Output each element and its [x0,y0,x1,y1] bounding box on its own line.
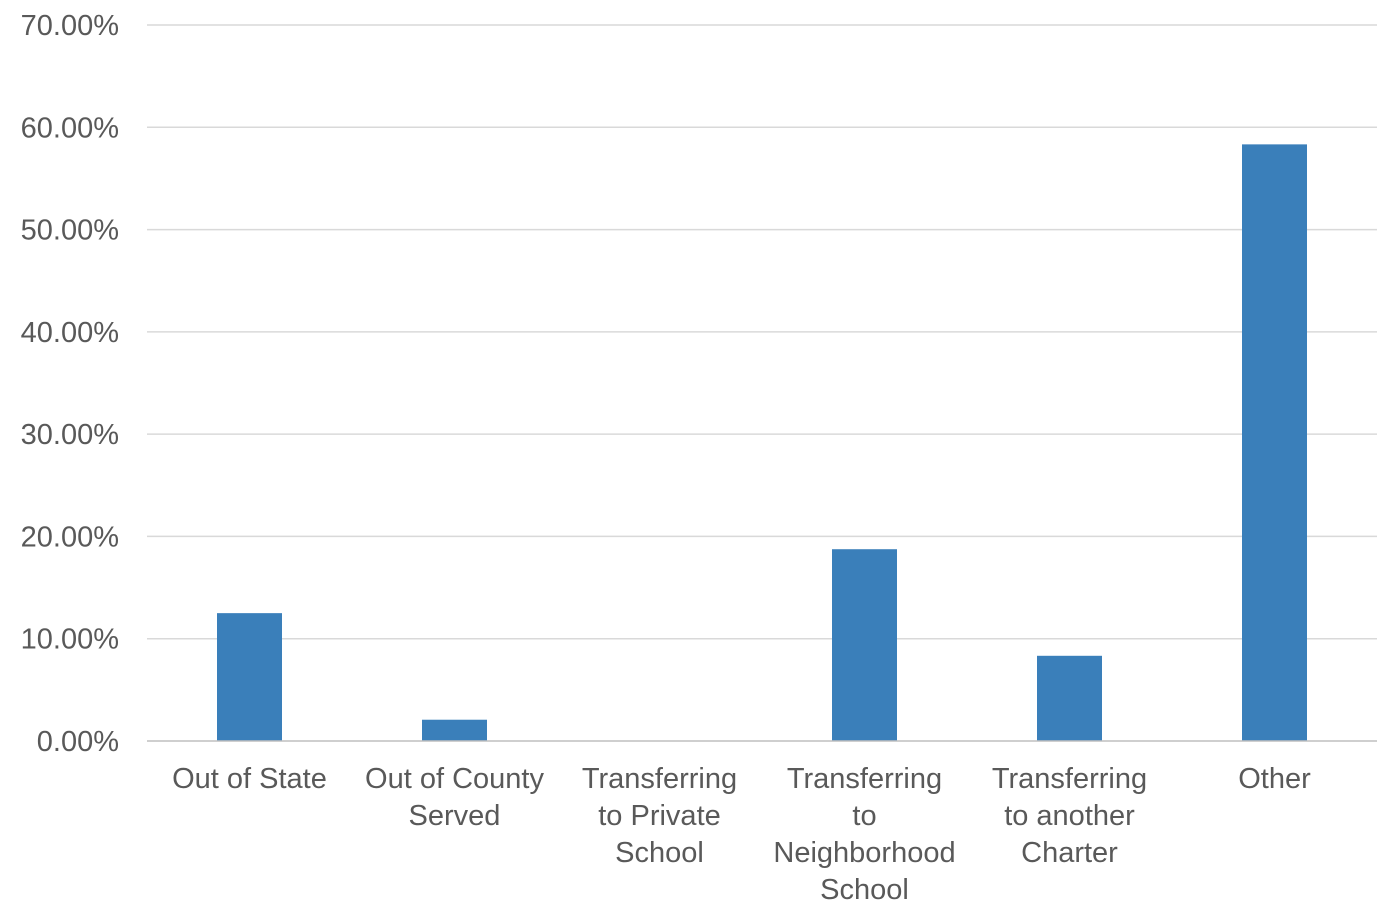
bar [832,549,897,741]
x-axis-category-labels: Out of State Out of County Served Transferr… [172,763,1311,902]
x-category-label-line: School [615,837,704,869]
x-category-label-line: Transferring [992,763,1147,795]
y-axis-tick-labels: 0.00% 10.00% 20.00% 30.00% 40.00% 50.00% 60.00… [21,10,119,758]
x-category-label-line: to another [1004,800,1135,832]
x-category-label: Out of State [172,763,327,795]
bars [217,144,1307,741]
x-category-label-line: School [820,874,909,902]
bar [422,719,487,741]
gridlines [147,24,1377,640]
x-category-label-line: to [852,800,876,832]
x-category-label-line: Served [409,800,501,832]
x-category-label-line: Other [1238,763,1311,795]
x-category-label-line: Neighborhood [773,837,955,869]
x-category-label: Transferring to Neighborhood School [773,763,955,902]
bar [1242,144,1307,741]
y-tick-label: 40.00% [21,317,119,349]
x-category-label: Out of County Served [365,763,544,832]
bar [217,613,282,741]
x-category-label-line: to Private [598,800,721,832]
x-category-label: Other [1238,763,1311,795]
x-category-label-line: Transferring [787,763,942,795]
bar [1037,655,1102,741]
y-tick-label: 60.00% [21,112,119,144]
y-tick-label: 10.00% [21,624,119,656]
x-category-label: Transferring to Private School [582,763,737,869]
y-tick-label: 20.00% [21,521,119,553]
y-tick-label: 30.00% [21,419,119,451]
x-category-label-line: Transferring [582,763,737,795]
x-category-label-line: Charter [1021,837,1118,869]
y-tick-label: 0.00% [37,726,119,758]
y-tick-label: 70.00% [21,10,119,42]
y-tick-label: 50.00% [21,215,119,247]
x-category-label: Transferring to another Charter [992,763,1147,869]
x-category-label-line: Out of State [172,763,327,795]
x-category-label-line: Out of County [365,763,544,795]
